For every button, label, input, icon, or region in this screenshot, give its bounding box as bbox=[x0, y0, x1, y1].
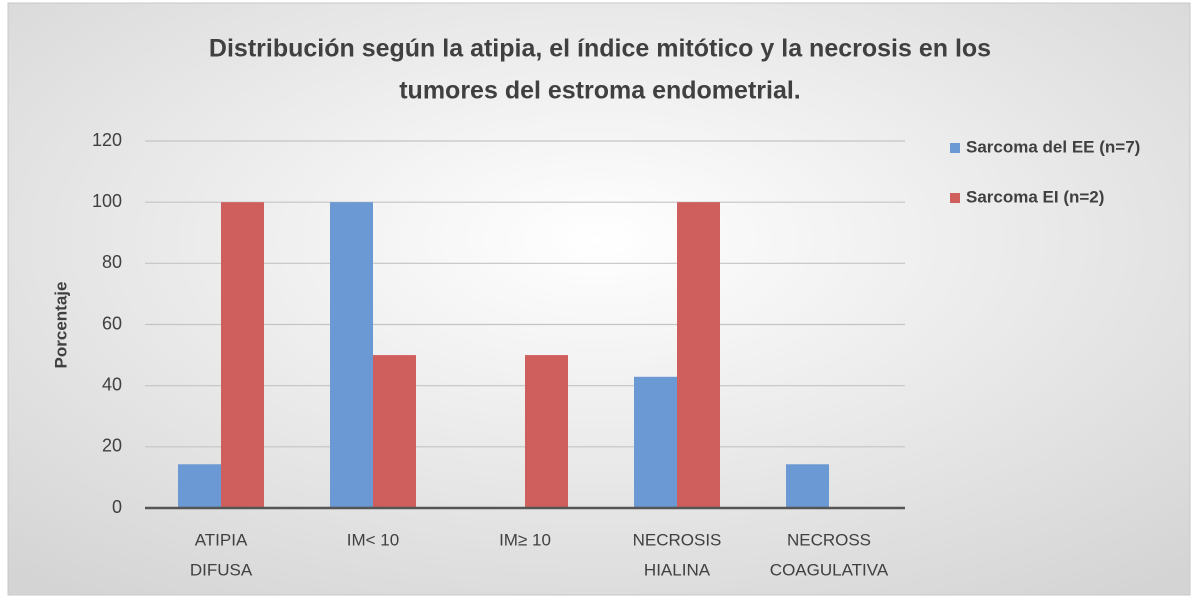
x-tick-label: COAGULATIVA bbox=[770, 560, 889, 579]
legend-swatch bbox=[950, 143, 960, 153]
chart-title: tumores del estroma endometrial. bbox=[399, 77, 801, 105]
x-tick-label: IM< 10 bbox=[347, 530, 399, 549]
bar bbox=[525, 355, 568, 508]
x-tick-label: IM≥ 10 bbox=[499, 530, 551, 549]
y-tick-label: 80 bbox=[102, 252, 122, 272]
y-tick-label: 120 bbox=[92, 130, 122, 150]
legend-swatch bbox=[950, 193, 960, 203]
bar bbox=[221, 202, 264, 508]
bar bbox=[677, 202, 720, 508]
bar bbox=[786, 464, 829, 508]
y-tick-label: 0 bbox=[112, 497, 122, 517]
bar bbox=[178, 464, 221, 508]
bar bbox=[634, 376, 677, 508]
legend-label: Sarcoma del EE (n=7) bbox=[966, 137, 1140, 156]
chart-title: Distribución según la atipia, el índice … bbox=[209, 35, 991, 63]
x-tick-label: NECROSIS bbox=[633, 530, 722, 549]
x-tick-label: DIFUSA bbox=[190, 560, 253, 579]
bar bbox=[373, 355, 416, 508]
y-tick-label: 40 bbox=[102, 374, 122, 394]
bar bbox=[330, 202, 373, 508]
legend-label: Sarcoma EI (n=2) bbox=[966, 187, 1104, 206]
x-tick-label: HIALINA bbox=[644, 560, 711, 579]
y-tick-label: 100 bbox=[92, 191, 122, 211]
x-tick-label: NECROSS bbox=[787, 530, 871, 549]
y-tick-label: 60 bbox=[102, 313, 122, 333]
y-axis-label: Porcentaje bbox=[51, 282, 70, 369]
y-tick-label: 20 bbox=[102, 436, 122, 456]
x-tick-label: ATIPIA bbox=[195, 530, 248, 549]
